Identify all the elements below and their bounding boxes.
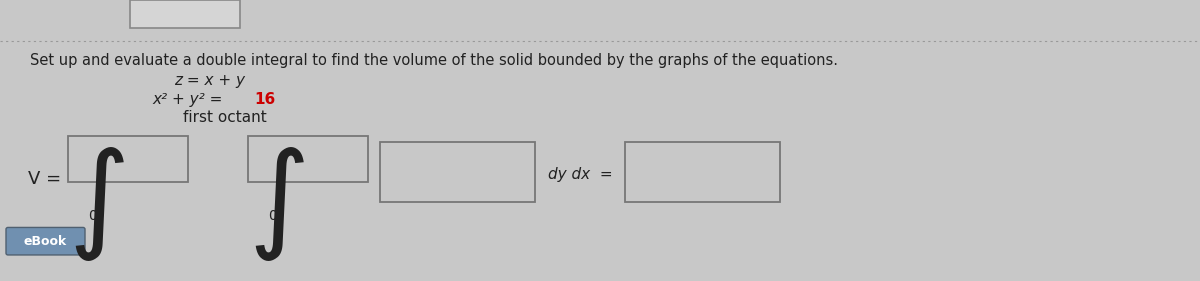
Text: first octant: first octant: [184, 110, 266, 125]
Text: x² + y² =: x² + y² =: [152, 92, 228, 107]
Text: z = x + y: z = x + y: [174, 73, 246, 88]
Text: V =: V =: [28, 170, 61, 188]
Text: $\int$: $\int$: [248, 145, 305, 263]
Bar: [68, 136, 188, 182]
Text: eBook: eBook: [24, 235, 67, 248]
Bar: [130, 0, 240, 28]
FancyBboxPatch shape: [6, 227, 85, 255]
Text: $\int$: $\int$: [68, 145, 125, 263]
Bar: [625, 142, 780, 202]
Text: Set up and evaluate a double integral to find the volume of the solid bounded by: Set up and evaluate a double integral to…: [30, 53, 838, 68]
Text: $0$: $0$: [268, 209, 278, 223]
Text: $0$: $0$: [88, 209, 98, 223]
Text: 16: 16: [254, 92, 276, 107]
Text: dy dx  =: dy dx =: [548, 167, 613, 182]
Bar: [248, 136, 368, 182]
Bar: [380, 142, 535, 202]
